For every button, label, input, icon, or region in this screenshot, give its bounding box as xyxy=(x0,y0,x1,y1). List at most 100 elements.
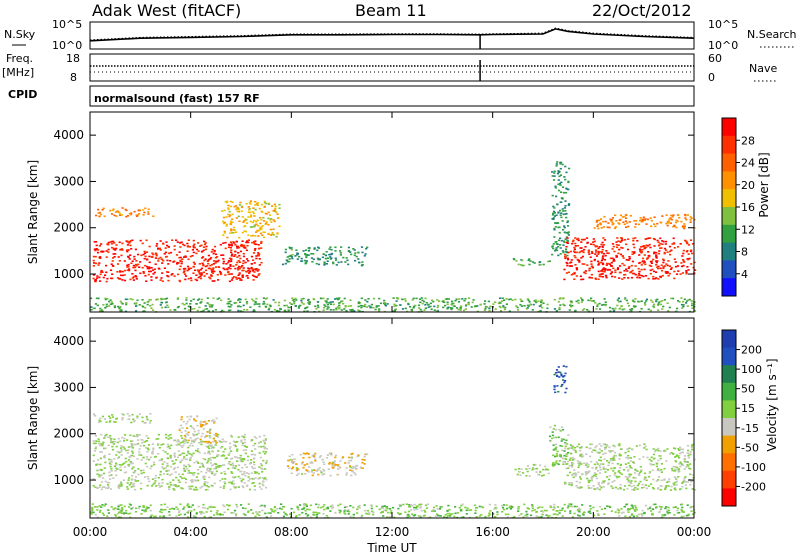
power-cells-cell-1 xyxy=(120,214,124,216)
vel-cells-cell-8 xyxy=(665,485,668,487)
vel-cells-cell-7 xyxy=(557,366,560,368)
power-cells-cell-4 xyxy=(341,300,344,302)
power-cells-cell-7 xyxy=(628,256,631,258)
power-cells-cell-4 xyxy=(278,310,281,312)
power-cells-cell-1 xyxy=(144,207,147,210)
vel-cells-cell-4 xyxy=(128,503,131,505)
power-cells-cell-4 xyxy=(317,306,320,309)
vel-cells-cell-7 xyxy=(553,373,556,376)
vel-cells-cell-4 xyxy=(375,505,378,508)
vel-cells-cell-8 xyxy=(578,464,581,467)
vel-colorbar-swatch-0 xyxy=(722,330,736,349)
vel-cells-cell-8 xyxy=(604,446,607,449)
vel-cells-cell-4 xyxy=(437,514,440,517)
power-cells-cell-4 xyxy=(444,298,447,300)
vel-cells-cell-6 xyxy=(551,434,555,437)
power-cells-cell-6 xyxy=(564,210,567,212)
vel-cells-cell-4 xyxy=(203,507,206,509)
power-cells-cell-0 xyxy=(94,255,97,258)
power-cells-cell-8 xyxy=(650,219,653,222)
vel-cells-cell-0 xyxy=(157,433,160,436)
vel-cells-cell-3 xyxy=(330,452,333,455)
vel-cells-cell-0 xyxy=(246,459,250,462)
power-cells-cell-4 xyxy=(106,298,109,300)
power-cells-cell-3 xyxy=(340,261,343,263)
vel-cells-cell-0 xyxy=(230,450,233,452)
power-cells-cell-2 xyxy=(278,207,281,209)
power-cells-cell-0 xyxy=(217,279,220,281)
vel-cells-cell-8 xyxy=(590,460,593,463)
power-cells-cell-0 xyxy=(134,263,138,266)
power-cells-cell-2 xyxy=(269,228,272,231)
power-cells-cell-6 xyxy=(555,214,558,216)
power-cells-cell-1 xyxy=(124,208,127,211)
power-cells-cell-0 xyxy=(230,279,234,281)
power-cells-cell-0 xyxy=(115,247,118,250)
power-cells-cell-0 xyxy=(135,260,138,262)
vel-cells-cell-8 xyxy=(579,476,582,478)
vel-cells-cell-0 xyxy=(203,481,207,483)
power-cells-cell-6 xyxy=(556,203,559,206)
power-cells-cell-8 xyxy=(612,223,615,225)
power-cells-cell-4 xyxy=(263,302,266,305)
power-cells-cell-3 xyxy=(305,260,308,262)
vel-cells-cell-0 xyxy=(265,486,268,489)
vel-cells-cell-4 xyxy=(597,514,600,516)
vel-cells-cell-8 xyxy=(681,482,684,484)
power-cells-cell-1 xyxy=(98,215,101,218)
power-cells-cell-2 xyxy=(269,234,273,236)
vel-cells-cell-8 xyxy=(571,447,574,449)
vel-cells-cell-0 xyxy=(98,474,101,476)
power-cells-cell-0 xyxy=(252,252,256,254)
vel-cells-cell-4 xyxy=(578,510,581,513)
vel-cells-cell-4 xyxy=(478,515,481,517)
vel-cells-cell-4 xyxy=(434,515,437,517)
vel-cells-cell-0 xyxy=(170,444,173,447)
x-label-6: 00:00 xyxy=(677,525,712,539)
power-cells-cell-5 xyxy=(519,264,523,266)
vel-cells-cell-0 xyxy=(263,478,266,480)
power-cells-cell-0 xyxy=(155,243,159,245)
vel-cells-cell-8 xyxy=(619,472,622,474)
vel-cells-cell-8 xyxy=(657,447,660,450)
power-cells-cell-0 xyxy=(93,241,96,243)
vel-cells-cell-4 xyxy=(274,509,277,512)
power-cells-cell-0 xyxy=(243,246,246,249)
power-yticks-label-1: 3000 xyxy=(53,174,84,188)
vel-cells-cell-2 xyxy=(192,441,196,443)
power-cells-cell-0 xyxy=(137,253,140,256)
power-cells-cell-0 xyxy=(154,263,157,265)
vel-cells-cell-0 xyxy=(257,478,260,480)
vel-cells-cell-4 xyxy=(570,505,573,507)
power-cells-cell-0 xyxy=(134,248,137,251)
vel-cells-cell-2 xyxy=(197,429,200,432)
power-cells-cell-4 xyxy=(196,299,200,301)
vel-cells-cell-4 xyxy=(117,511,121,514)
vel-cells-cell-0 xyxy=(151,452,154,454)
vel-cells-cell-8 xyxy=(689,463,692,465)
power-cells-cell-4 xyxy=(295,299,298,301)
vel-cells-cell-8 xyxy=(635,445,638,447)
power-cells-cell-2 xyxy=(222,234,225,236)
power-cells-cell-4 xyxy=(200,301,203,303)
power-cells-cell-7 xyxy=(667,260,670,262)
vel-cells-cell-0 xyxy=(97,459,100,461)
power-cells-cell-0 xyxy=(196,269,199,271)
power-cells-cell-7 xyxy=(661,243,664,245)
vel-cells-cell-1 xyxy=(141,416,144,419)
power-cells-cell-4 xyxy=(160,298,163,301)
power-cells-cell-2 xyxy=(265,222,268,225)
vel-cells-cell-0 xyxy=(125,449,128,452)
vel-cells-cell-2 xyxy=(213,434,216,436)
vel-cells-cell-6 xyxy=(552,464,555,466)
vel-cells-cell-0 xyxy=(243,472,246,475)
power-cells-cell-6 xyxy=(562,229,565,231)
vel-cells-cell-7 xyxy=(556,385,559,387)
vel-cells-cell-4 xyxy=(658,511,661,514)
power-cells-cell-4 xyxy=(201,298,204,301)
vel-cells-cell-0 xyxy=(205,471,208,474)
power-colorbar-swatch-3 xyxy=(722,171,736,190)
power-cells-cell-0 xyxy=(248,272,251,274)
vel-cells-cell-0 xyxy=(254,472,257,474)
power-cells-cell-4 xyxy=(384,304,388,307)
